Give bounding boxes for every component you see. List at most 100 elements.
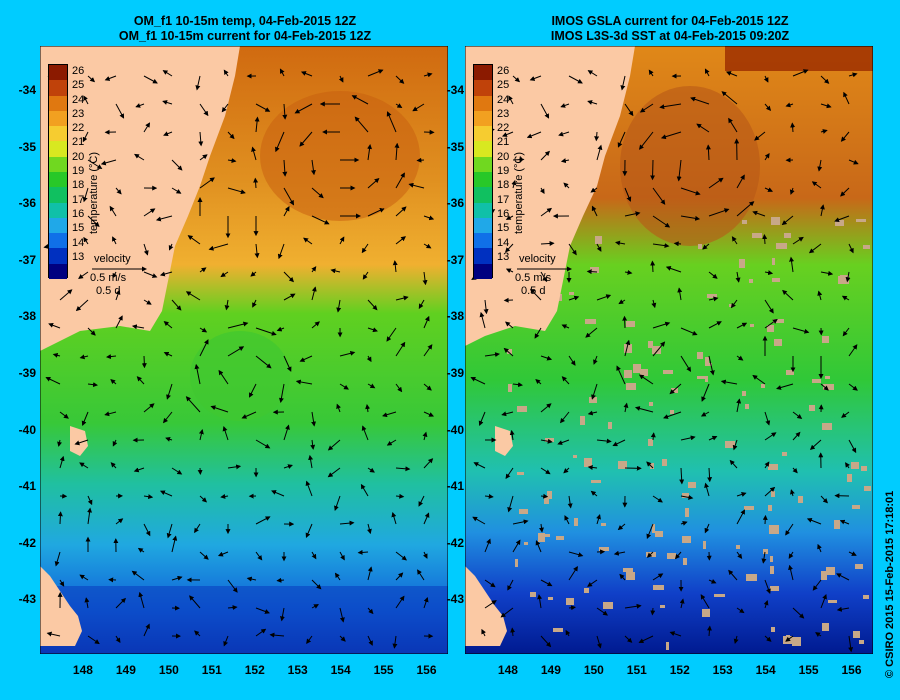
velocity-arrow	[171, 467, 183, 475]
velocity-arrows	[470, 68, 859, 653]
lon-tick-label: 152	[669, 663, 690, 677]
velocity-arrow	[227, 346, 245, 357]
velocity-key: velocity 0.5 m/s 0.5 d	[90, 253, 150, 298]
velocity-arrow	[311, 411, 317, 427]
velocity-arrow	[596, 243, 602, 252]
velocity-arrow	[808, 243, 822, 254]
velocity-arrow	[299, 355, 313, 362]
missing-data-cell	[544, 497, 549, 504]
velocity-arrow	[540, 403, 552, 413]
lon-tick-label: 152	[244, 663, 265, 677]
missing-data-cell	[648, 341, 653, 348]
velocity-arrow	[820, 593, 827, 609]
missing-data-cell	[548, 597, 553, 600]
missing-data-cell	[821, 571, 827, 580]
velocity-arrow	[418, 495, 425, 507]
velocity-arrow	[540, 240, 555, 246]
velocity-arrow	[87, 75, 96, 83]
velocity-arrow	[189, 595, 201, 609]
missing-data-cell	[667, 553, 676, 559]
lon-tick-label: 155	[798, 663, 819, 677]
colorbar-cell	[49, 172, 67, 188]
velocity-arrow	[299, 131, 313, 147]
lat-tick-label: -34	[446, 83, 464, 98]
velocity-arrow	[283, 293, 296, 301]
velocity-arrow	[276, 577, 285, 583]
velocity-arrow	[106, 354, 117, 360]
velocity-arrow	[776, 383, 794, 390]
lat-tick-label: -38	[446, 309, 464, 324]
velocity-arrow	[223, 69, 229, 77]
velocity-arrow	[227, 579, 238, 593]
velocity-arrow	[253, 177, 259, 189]
velocity-arrow	[473, 462, 486, 469]
missing-data-patches	[507, 217, 871, 650]
missing-data-cell	[768, 505, 772, 511]
velocity-arrow	[708, 208, 730, 217]
velocity-arrow	[295, 379, 313, 385]
velocity-arrow	[255, 355, 272, 369]
velocity-arrow	[669, 631, 682, 637]
velocity-arrow	[220, 493, 229, 499]
velocity-arrow	[470, 376, 486, 385]
colorbar-cell	[49, 202, 67, 219]
colorbar-tick-label: 26	[72, 65, 85, 77]
velocity-arrow	[395, 341, 406, 357]
velocity-arrow	[137, 547, 145, 553]
missing-data-cell	[770, 556, 773, 562]
velocity-arrow	[395, 466, 411, 472]
velocity-arrow	[587, 70, 598, 77]
velocity-arrow	[82, 131, 89, 143]
velocity-arrow	[790, 489, 795, 497]
velocity-arrow	[680, 355, 692, 373]
missing-data-cell	[653, 585, 664, 590]
velocity-arrow	[700, 411, 710, 417]
velocity-arrow	[811, 181, 822, 189]
velocity-arrow	[110, 462, 117, 469]
velocity-arrow	[163, 131, 173, 137]
velocity-arrow	[367, 635, 373, 646]
velocity-arrow	[395, 595, 405, 609]
velocity-arrow	[87, 159, 103, 170]
velocity-arrow	[367, 69, 384, 77]
velocity-arrow	[367, 208, 385, 217]
velocity-arrow	[587, 100, 598, 105]
velocity-arrow	[423, 411, 435, 417]
missing-data-cell	[798, 496, 803, 503]
colorbar-cell	[474, 110, 492, 127]
lon-tick-label: 150	[158, 663, 179, 677]
velocity-arrow	[311, 579, 322, 590]
velocity-arrow	[354, 116, 369, 133]
velocity-arrow	[707, 467, 713, 483]
velocity-arrow	[560, 158, 570, 164]
velocity-arrow	[563, 467, 570, 474]
velocity-arrow	[730, 299, 738, 309]
velocity-arrow	[540, 355, 553, 361]
missing-data-cell	[742, 391, 746, 396]
velocity-arrow	[141, 355, 147, 369]
warm-eddy	[260, 91, 420, 221]
velocity-arrow	[382, 411, 397, 418]
velocity-arrow	[792, 327, 810, 334]
velocity-arrow	[210, 405, 229, 413]
velocity-arrow	[168, 243, 174, 251]
velocity-arrow	[255, 327, 277, 336]
missing-data-cell	[556, 536, 564, 540]
velocity-arrow	[115, 289, 121, 301]
velocity-arrow	[539, 187, 545, 195]
velocity-arrow	[143, 299, 152, 305]
velocity-arrow	[143, 122, 151, 133]
velocity-arrow	[591, 383, 598, 400]
velocity-arrow	[812, 579, 822, 591]
velocity-arrow	[166, 383, 173, 400]
colorbar-ticks: 26 25 24 23 22 21 20 19 18 17 16 15 14 13	[72, 64, 84, 264]
velocity-arrow	[535, 378, 542, 385]
velocity-arrow	[507, 579, 514, 591]
velocity-arrow	[616, 365, 626, 385]
lat-tick-label: -37	[18, 252, 36, 267]
velocity-arrow	[639, 103, 654, 113]
velocity-arrow	[728, 117, 738, 133]
velocity-arrow	[143, 494, 154, 500]
lat-tick-label: -35	[18, 139, 36, 154]
velocity-arrow	[752, 374, 766, 385]
